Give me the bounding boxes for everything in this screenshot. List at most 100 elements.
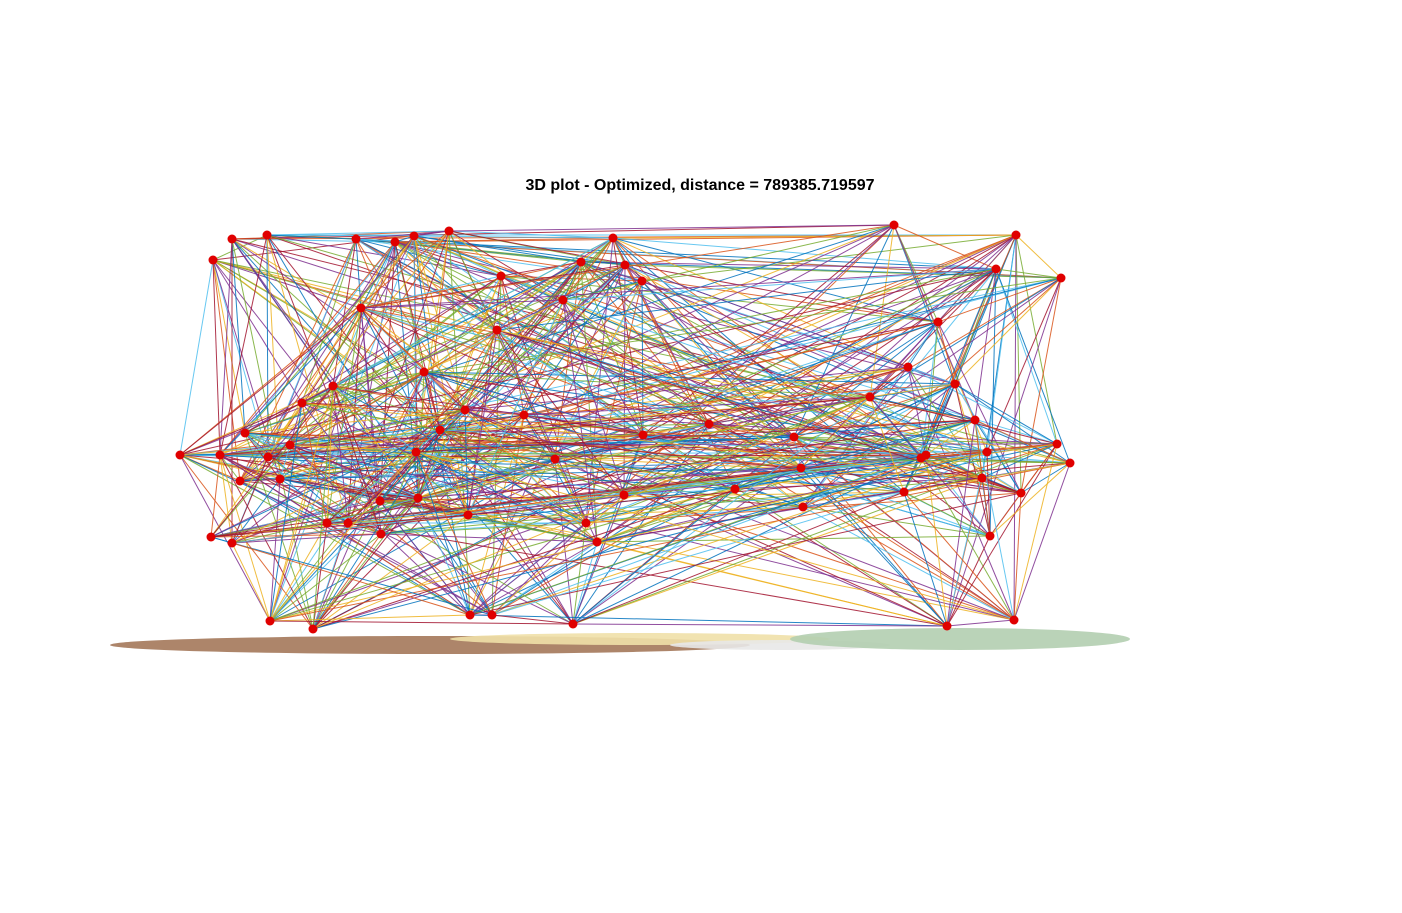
route-edge — [289, 277, 1062, 446]
city-node-marker — [376, 529, 386, 539]
route-edge — [301, 402, 983, 479]
route-edge — [1020, 462, 1071, 494]
city-node-marker — [950, 379, 960, 389]
route-edge — [995, 268, 1058, 445]
city-node-marker — [638, 430, 648, 440]
city-node-marker — [419, 367, 429, 377]
route-edge — [572, 491, 905, 625]
route-edge — [301, 385, 334, 404]
city-node-marker — [796, 463, 806, 473]
ground-map-surface — [110, 628, 1130, 654]
city-node-marker — [982, 447, 992, 457]
route-edge — [641, 280, 976, 421]
route-edge — [708, 366, 909, 425]
city-node-marker — [175, 450, 185, 460]
route-edge — [266, 234, 574, 625]
route-edge — [925, 383, 956, 456]
city-node-marker — [492, 325, 502, 335]
route-edge — [1015, 234, 1022, 494]
route-edge — [954, 383, 1058, 445]
route-edge — [496, 299, 564, 331]
route-edge — [925, 443, 1058, 456]
route-edge — [380, 494, 625, 535]
city-node-marker — [1052, 439, 1062, 449]
route-edge — [239, 385, 334, 482]
route-edge — [596, 535, 991, 543]
route-edge — [448, 230, 614, 239]
route-edge — [439, 429, 644, 436]
route-edge — [312, 396, 871, 630]
route-edge — [415, 451, 587, 524]
route-edge — [289, 444, 983, 479]
route-edge — [394, 241, 441, 431]
city-node-marker — [435, 425, 445, 435]
route-edge — [946, 277, 1062, 627]
route-edge — [332, 385, 417, 453]
route-edge — [572, 423, 710, 625]
route-edge — [269, 402, 303, 622]
city-node-marker — [496, 271, 506, 281]
route-edge — [572, 477, 983, 625]
route-edge — [289, 444, 905, 493]
route-edge — [793, 396, 871, 438]
route-edge — [244, 241, 396, 434]
route-edge — [946, 443, 1058, 627]
city-node-marker — [581, 518, 591, 528]
route-edge — [269, 396, 871, 622]
city-node-marker — [265, 616, 275, 626]
route-edge — [417, 409, 466, 499]
city-node-marker — [1056, 273, 1066, 283]
route-edge — [301, 329, 498, 404]
city-node-marker — [206, 532, 216, 542]
route-edge — [734, 419, 976, 490]
route-edge — [360, 307, 795, 438]
route-edge — [869, 234, 1017, 398]
city-node-marker — [343, 518, 353, 528]
route-edge — [231, 238, 357, 544]
city-node-marker — [921, 450, 931, 460]
route-edge — [212, 259, 246, 434]
route-edge — [491, 494, 625, 616]
route-edge — [491, 614, 574, 625]
city-node-marker — [1016, 488, 1026, 498]
route-edge — [995, 268, 1071, 464]
route-edge — [464, 224, 895, 411]
route-edge — [596, 541, 948, 627]
route-edge — [326, 299, 564, 524]
route-edge — [415, 329, 498, 453]
route-edge — [554, 458, 948, 627]
route-edge — [572, 494, 625, 625]
route-edge — [301, 402, 598, 543]
city-node-marker — [519, 410, 529, 420]
route-edge — [464, 321, 939, 411]
route-edge — [562, 261, 582, 301]
route-edge — [974, 419, 1015, 621]
route-edge — [869, 396, 905, 493]
route-edge — [360, 307, 976, 421]
route-edge — [907, 366, 956, 385]
city-node-marker — [1065, 458, 1075, 468]
route-edge — [210, 409, 466, 538]
route-edge — [231, 542, 471, 616]
route-edge — [179, 268, 997, 456]
route-edge — [903, 234, 1017, 493]
route-edge — [869, 396, 1022, 494]
ground-patch — [790, 628, 1130, 650]
route-edge — [231, 238, 396, 243]
route-edge — [360, 268, 997, 309]
route-edge — [491, 451, 988, 616]
route-edge — [210, 536, 493, 616]
route-edge — [269, 614, 471, 622]
route-edge — [469, 614, 948, 627]
route-edge — [641, 280, 795, 438]
city-node-marker — [592, 537, 602, 547]
route-edge — [903, 491, 1015, 621]
route-edge — [210, 385, 334, 538]
city-node-marker — [413, 493, 423, 503]
route-edge — [439, 275, 502, 431]
route-edge — [269, 409, 466, 622]
route-edge — [920, 321, 939, 459]
route-edge — [1013, 234, 1017, 621]
route-edge — [279, 371, 425, 480]
